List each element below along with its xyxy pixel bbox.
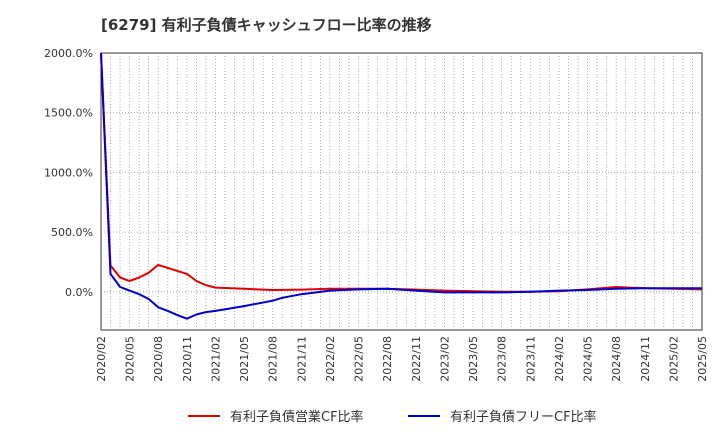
grid-lines <box>101 53 702 330</box>
x-tick-label: 2020/05 <box>124 336 137 382</box>
x-tick-label: 2022/02 <box>324 336 337 382</box>
legend-swatch-red <box>188 414 220 417</box>
x-tick-label: 2025/05 <box>696 336 709 382</box>
y-tick-label: 2000.0% <box>44 47 93 60</box>
x-tick-label: 2020/08 <box>152 336 165 382</box>
y-tick-label: 0.0% <box>65 286 93 299</box>
x-tick-label: 2024/11 <box>639 336 652 382</box>
x-tick-label: 2022/08 <box>381 336 394 382</box>
series-line-1 <box>100 52 702 320</box>
x-tick-label: 2021/08 <box>267 336 280 382</box>
x-tick-label: 2024/05 <box>582 336 595 382</box>
x-tick-label: 2025/02 <box>667 336 680 382</box>
x-tick-label: 2024/02 <box>553 336 566 382</box>
x-tick-label: 2022/11 <box>410 336 423 382</box>
y-tick-label: 1000.0% <box>44 166 93 179</box>
series-lines <box>100 52 703 320</box>
y-axis-ticks: 0.0% 500.0% 1000.0% 1500.0% 2000.0% <box>44 47 93 299</box>
y-tick-label: 1500.0% <box>44 107 93 120</box>
x-tick-label: 2024/08 <box>610 336 623 382</box>
x-tick-label: 2020/11 <box>181 336 194 382</box>
legend-item-free-cf: 有利子負債フリーCF比率 <box>408 406 597 425</box>
legend-item-operating-cf: 有利子負債営業CF比率 <box>188 406 364 425</box>
x-tick-label: 2023/08 <box>496 336 509 382</box>
x-tick-label: 2023/02 <box>438 336 451 382</box>
x-tick-label: 2022/05 <box>353 336 366 382</box>
legend: 有利子負債営業CF比率 有利子負債フリーCF比率 <box>0 406 720 426</box>
x-tick-label: 2023/11 <box>524 336 537 382</box>
legend-label-operating-cf: 有利子負債営業CF比率 <box>230 410 364 425</box>
x-tick-label: 2023/05 <box>467 336 480 382</box>
x-tick-label: 2021/11 <box>295 336 308 382</box>
y-tick-label: 500.0% <box>51 226 93 239</box>
x-tick-label: 2020/02 <box>95 336 108 382</box>
legend-swatch-blue <box>408 414 440 417</box>
legend-label-free-cf: 有利子負債フリーCF比率 <box>450 410 597 425</box>
x-tick-label: 2021/02 <box>209 336 222 382</box>
x-axis-ticks: 2020/02 2020/05 2020/08 2020/11 2021/02 2021/… <box>95 336 709 382</box>
x-tick-label: 2021/05 <box>238 336 251 382</box>
chart-title: [6279] 有利子負債キャッシュフロー比率の推移 <box>101 16 432 34</box>
